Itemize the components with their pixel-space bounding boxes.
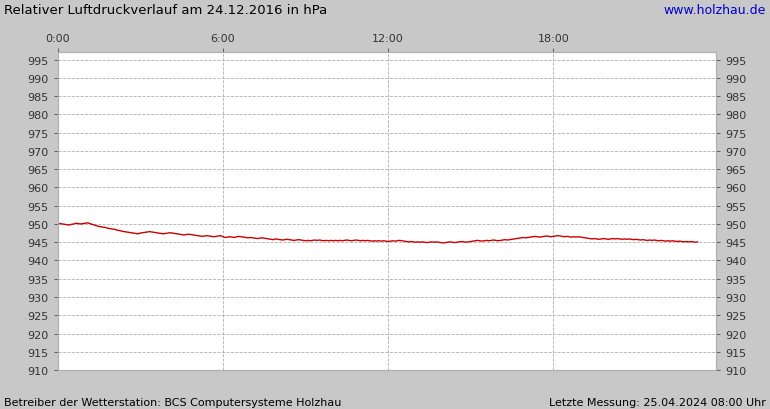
- Text: Betreiber der Wetterstation: BCS Computersysteme Holzhau: Betreiber der Wetterstation: BCS Compute…: [4, 397, 341, 407]
- Text: www.holzhau.de: www.holzhau.de: [664, 4, 766, 17]
- Text: Letzte Messung: 25.04.2024 08:00 Uhr: Letzte Messung: 25.04.2024 08:00 Uhr: [549, 397, 766, 407]
- Text: Relativer Luftdruckverlauf am 24.12.2016 in hPa: Relativer Luftdruckverlauf am 24.12.2016…: [4, 4, 327, 17]
